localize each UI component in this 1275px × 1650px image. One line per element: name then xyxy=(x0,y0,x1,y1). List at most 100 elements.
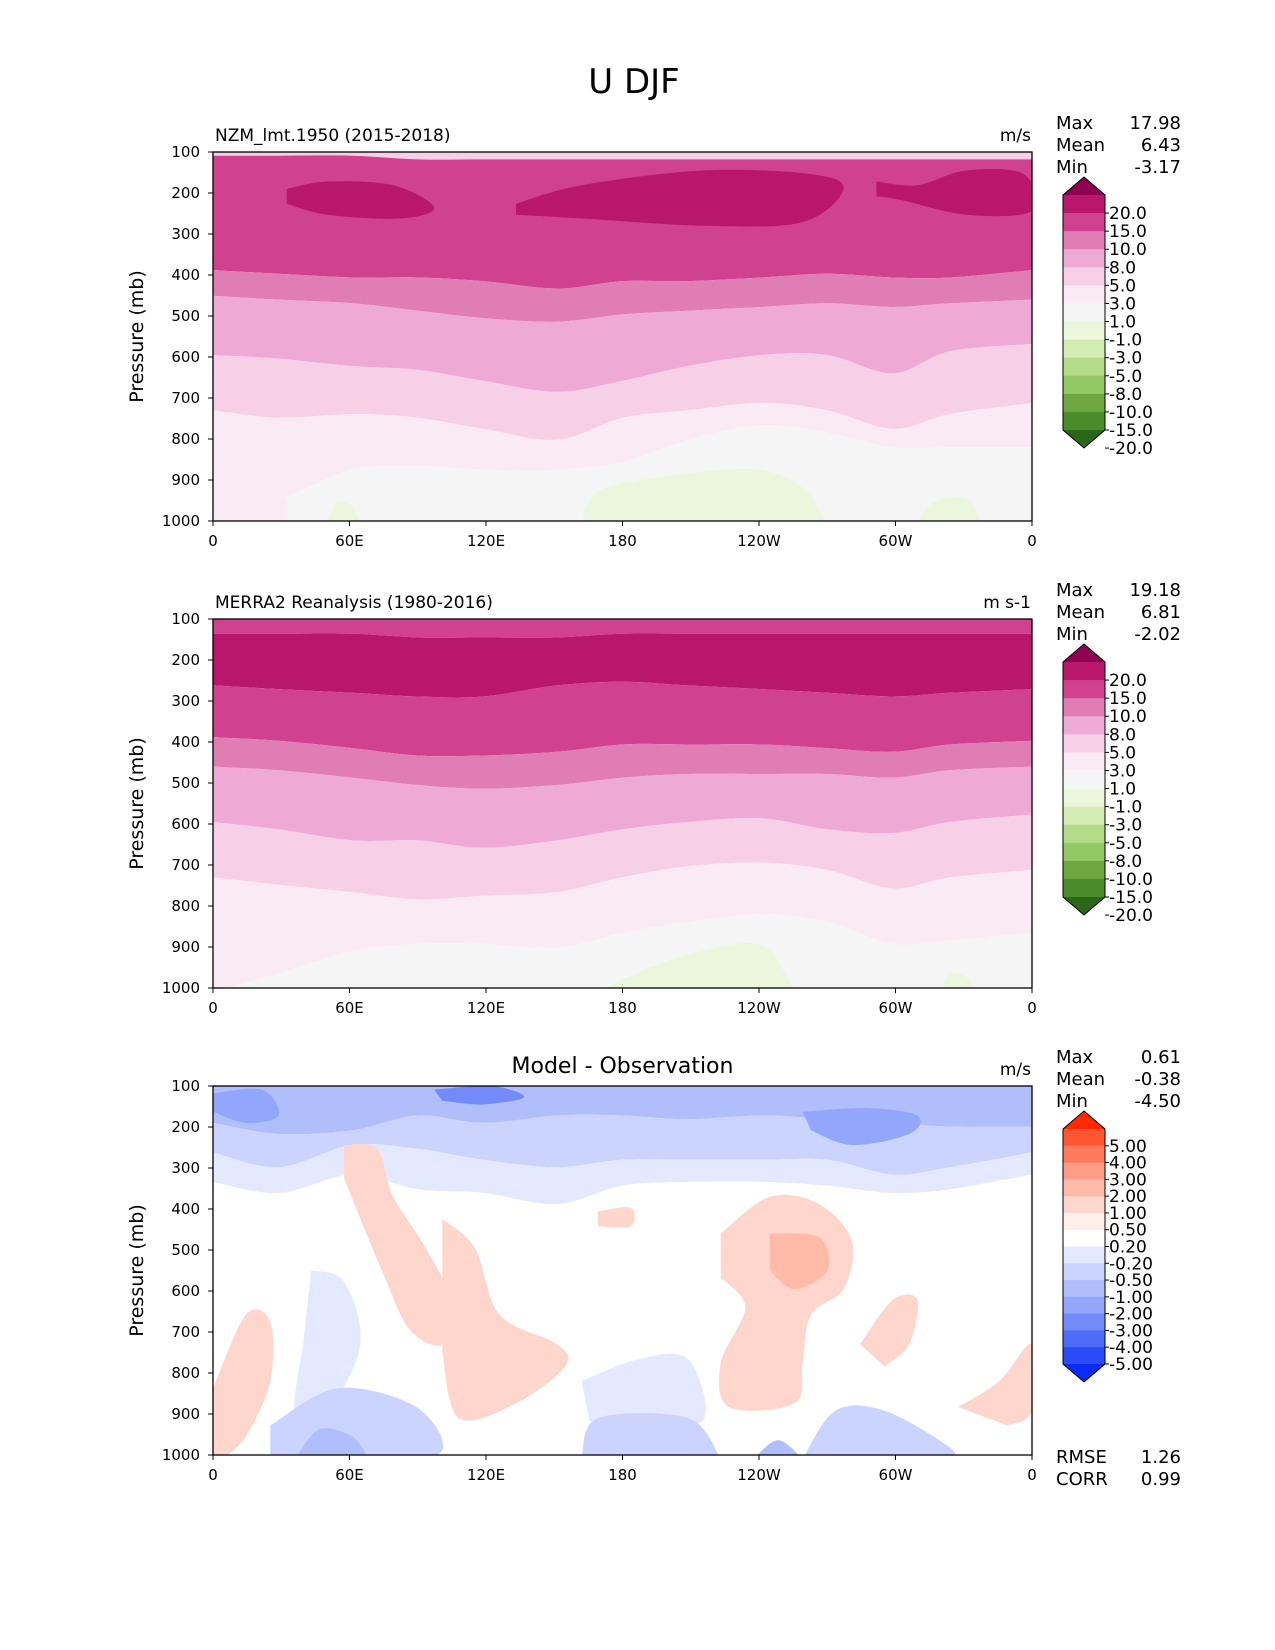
colorbar-segment xyxy=(1063,698,1105,717)
y-tick-label: 100 xyxy=(171,143,200,161)
colorbar-label: 8.0 xyxy=(1109,725,1136,745)
colorbar-segment xyxy=(1063,842,1105,862)
colorbar-segment xyxy=(1063,1313,1105,1331)
stat-value: -3.17 xyxy=(1134,157,1181,178)
colorbar-segment xyxy=(1063,788,1105,808)
colorbar-label: -8.0 xyxy=(1109,385,1142,405)
colorbar-segment xyxy=(1063,213,1105,232)
y-tick-label: 300 xyxy=(171,1159,200,1177)
y-tick-label: 700 xyxy=(171,1323,200,1341)
y-tick-label: 600 xyxy=(171,1282,200,1300)
colorbar-extend-bottom xyxy=(1063,1364,1105,1382)
colorbar-segment xyxy=(1063,195,1105,214)
x-tick-label: 180 xyxy=(608,1466,637,1484)
colorbar-segment xyxy=(1063,1296,1105,1315)
x-tick-label: 120W xyxy=(737,999,781,1017)
x-tick-label: 0 xyxy=(1027,1466,1037,1484)
y-tick-label: 500 xyxy=(171,1241,200,1259)
x-tick-label: 0 xyxy=(1027,532,1037,550)
figure-title: U DJF xyxy=(588,62,679,102)
contour-blob xyxy=(582,1413,719,1455)
contour-band xyxy=(213,343,1032,441)
colorbar-label: 4.00 xyxy=(1109,1154,1147,1174)
contour-blob xyxy=(605,942,793,988)
colorbar-label: -10.0 xyxy=(1109,870,1153,890)
colorbar: 20.015.010.08.05.03.01.0-1.0-3.0-5.0-8.0… xyxy=(1062,643,1153,926)
stat-value: -0.38 xyxy=(1134,1069,1181,1090)
y-tick-label: 200 xyxy=(171,184,200,202)
colorbar-segment xyxy=(1063,806,1105,826)
contour-plot-observation xyxy=(213,619,1032,988)
panel-observation: MERRA2 Reanalysis (1980-2016) m s-1 Pressu… xyxy=(126,580,1181,1017)
stat-value: -4.50 xyxy=(1134,1091,1181,1112)
y-tick-label: 500 xyxy=(171,307,200,325)
colorbar-label: 15.0 xyxy=(1109,222,1147,242)
y-tick-label: 200 xyxy=(171,651,200,669)
colorbar-label: 3.0 xyxy=(1109,294,1136,314)
colorbar-segment xyxy=(1063,1179,1105,1197)
colorbar-label: -20.0 xyxy=(1109,906,1153,926)
colorbar-label: 1.0 xyxy=(1109,780,1136,800)
contour-blob xyxy=(442,1218,569,1421)
colorbar-segment xyxy=(1063,824,1105,844)
stat-label: Max xyxy=(1056,580,1094,601)
y-tick-label: 1000 xyxy=(162,512,200,530)
colorbar-segment xyxy=(1063,1263,1105,1281)
footer-stat-label: CORR xyxy=(1056,1469,1108,1490)
x-tick-label: 60E xyxy=(335,1466,364,1484)
colorbar-segment xyxy=(1063,1196,1105,1214)
panel-title: MERRA2 Reanalysis (1980-2016) xyxy=(215,593,493,613)
colorbar-label: 0.50 xyxy=(1109,1221,1147,1241)
contour-blob xyxy=(919,497,982,521)
stat-label: Mean xyxy=(1056,602,1105,623)
stat-label: Min xyxy=(1056,157,1088,178)
y-tick-label: 400 xyxy=(171,1200,200,1218)
stat-value: 0.61 xyxy=(1141,1047,1181,1068)
y-axis-label: Pressure (mb) xyxy=(126,1204,148,1337)
colorbar-label: -2.00 xyxy=(1109,1305,1153,1325)
contour-blob xyxy=(876,169,1032,217)
colorbar-label: -15.0 xyxy=(1109,888,1153,908)
contour-band xyxy=(213,633,1032,698)
contour-blob xyxy=(757,1440,799,1455)
contour-blob xyxy=(860,1294,919,1367)
contour-blob xyxy=(582,468,826,521)
colorbar-segment xyxy=(1063,662,1105,681)
colorbar-label: 3.0 xyxy=(1109,761,1136,781)
stat-value: 17.98 xyxy=(1129,113,1181,134)
y-tick-label: 1000 xyxy=(162,979,200,997)
colorbar-segment xyxy=(1063,267,1105,286)
contour-blob xyxy=(769,1233,830,1289)
contour-band xyxy=(213,295,1032,392)
y-tick-label: 700 xyxy=(171,856,200,874)
colorbar-segment xyxy=(1063,285,1105,304)
units-label: m s-1 xyxy=(983,593,1031,613)
y-tick-label: 700 xyxy=(171,389,200,407)
stat-label: Max xyxy=(1056,1047,1094,1068)
colorbar-segment xyxy=(1063,878,1105,898)
colorbar-segment xyxy=(1063,1212,1105,1231)
contour-blob xyxy=(434,1086,525,1105)
y-tick-label: 800 xyxy=(171,1364,200,1382)
colorbar-segment xyxy=(1063,1229,1105,1247)
colorbar-label: -10.0 xyxy=(1109,403,1153,423)
contour-band xyxy=(213,766,1032,848)
contour-band xyxy=(213,619,1032,638)
colorbar-label: 5.0 xyxy=(1109,276,1136,296)
y-tick-label: 900 xyxy=(171,938,200,956)
colorbar-label: -1.0 xyxy=(1109,798,1142,818)
contour-blob xyxy=(597,1207,635,1228)
colorbar-label: 5.0 xyxy=(1109,743,1136,763)
contour-blob xyxy=(943,972,974,988)
stat-label: Min xyxy=(1056,624,1088,645)
y-tick-label: 400 xyxy=(171,266,200,284)
contour-blob xyxy=(213,480,288,521)
stat-value: -2.02 xyxy=(1134,624,1181,645)
colorbar-label: -8.0 xyxy=(1109,852,1142,872)
contour-band xyxy=(213,1143,1032,1205)
stat-label: Max xyxy=(1056,113,1094,134)
x-tick-label: 120E xyxy=(467,999,505,1017)
units-label: m/s xyxy=(1000,126,1031,146)
colorbar-segment xyxy=(1063,1162,1105,1180)
